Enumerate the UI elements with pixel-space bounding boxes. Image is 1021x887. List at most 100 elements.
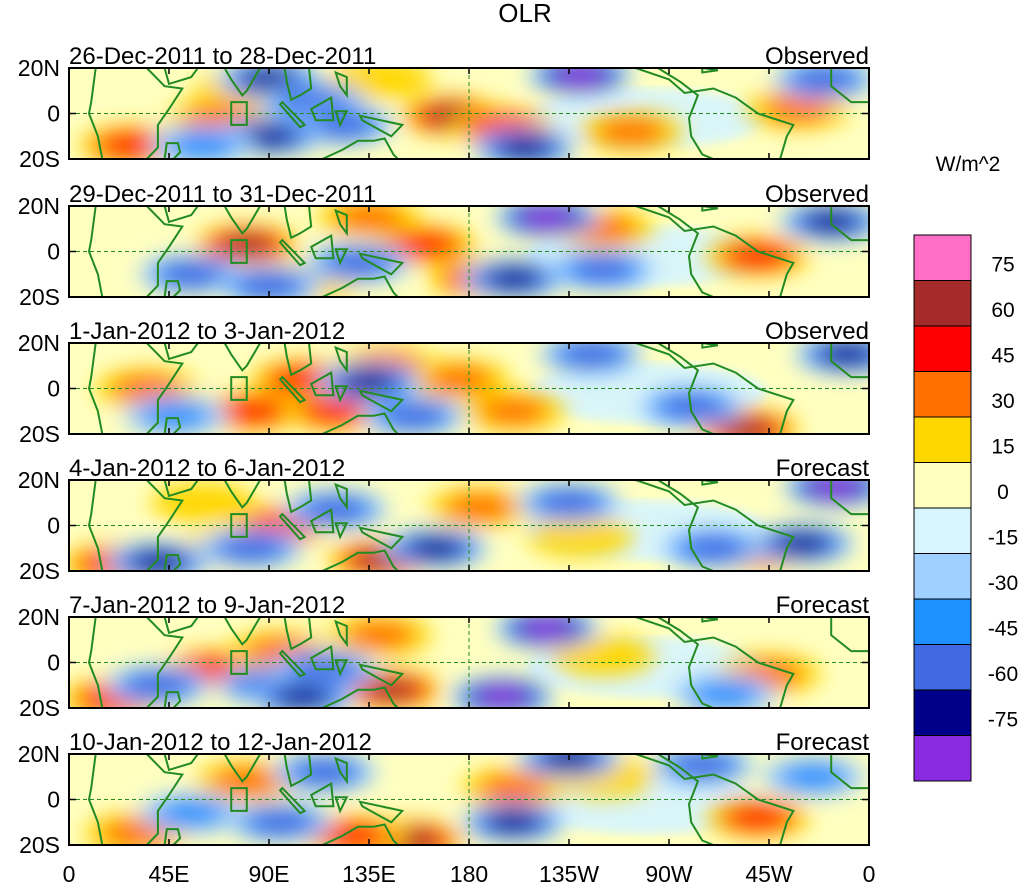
- anomaly-blob-13-level-3: [673, 754, 732, 778]
- coastline-14: [830, 68, 869, 104]
- coastline-7: [309, 370, 335, 397]
- region-box: [230, 513, 248, 538]
- anomaly-blob-15-level-3: [795, 68, 854, 92]
- anomaly-blob-9-level-4: [486, 811, 540, 834]
- anomaly-blob-1-level-3: [273, 367, 332, 392]
- x-tick-label: 0: [863, 861, 876, 887]
- x-tick-label: 0: [63, 861, 76, 887]
- region-box: [230, 650, 248, 675]
- coastline-1: [87, 206, 185, 297]
- coastline-1: [87, 617, 185, 708]
- y-tick-label: 0: [47, 101, 60, 127]
- y-tick-label: 20N: [18, 330, 60, 356]
- chart-title: OLR: [498, 0, 551, 28]
- coastline-1: [87, 343, 185, 434]
- colorbar-level-label: 75: [991, 254, 1014, 277]
- anomaly-blob-10-level-5: [521, 206, 572, 228]
- colorbar-swatch-6: [913, 462, 972, 509]
- y-tick-label: 0: [47, 650, 60, 676]
- coastline-14: [830, 754, 869, 790]
- coastline-8: [334, 659, 349, 677]
- coastline-7: [309, 781, 335, 808]
- coastline-1: [87, 68, 185, 159]
- coastline-5: [283, 206, 313, 240]
- coastline-2: [163, 554, 182, 571]
- anomaly-blob-14-level-3: [239, 273, 299, 297]
- coastline-12: [635, 68, 795, 159]
- anomaly-blob-6-level-1: [528, 516, 633, 557]
- anomaly-blob-14-level-2: [140, 401, 211, 430]
- panel-period-label: 1-Jan-2012 to 3-Jan-2012: [69, 318, 345, 345]
- coastline-8: [334, 796, 349, 814]
- colorbar-swatch-1: [913, 234, 972, 281]
- colorbar-level-label: -60: [988, 663, 1018, 686]
- colorbar-swatch-3: [913, 325, 972, 372]
- coastline-13: [701, 68, 719, 74]
- colorbar-swatch-12: [913, 735, 972, 782]
- anomaly-blob-3-level-4: [364, 678, 418, 701]
- coastline-3: [163, 68, 200, 86]
- coastline-7: [309, 644, 335, 671]
- x-tick-label: 45W: [745, 861, 793, 887]
- y-tick-label: 20S: [19, 421, 60, 447]
- anomaly-blob-8-level-3: [161, 262, 221, 287]
- panel-5: 20N 0 20S 7-Jan-2012 to 9-Jan-2012 Forecast: [18, 592, 870, 721]
- colorbar-swatch-9: [913, 598, 972, 645]
- anomaly-blob-15-level-4: [775, 532, 829, 555]
- coastlines: [87, 343, 869, 434]
- coastline-3: [163, 617, 200, 635]
- coastline-8: [334, 110, 349, 128]
- coastline-6: [278, 512, 307, 541]
- x-tick-label: 135E: [342, 861, 396, 887]
- coastline-2: [163, 691, 182, 708]
- anomaly-blob-14-level-4: [275, 685, 329, 708]
- colorbar-level-label: 45: [991, 345, 1014, 368]
- colorbar-swatch-11: [913, 689, 972, 736]
- anomaly-blob-8-level-4: [720, 418, 774, 434]
- coastline-8: [334, 522, 349, 540]
- anomaly-blob-12-level-4: [542, 754, 596, 770]
- y-tick-label: 20S: [19, 284, 60, 310]
- anomaly-blob-7-level-3: [324, 823, 383, 845]
- coastline-10: [334, 208, 348, 237]
- anomaly-blob-4-level-3: [728, 805, 788, 830]
- coastline-9: [358, 114, 405, 138]
- coastline-5: [283, 343, 313, 377]
- panel-kind-label: Observed: [765, 181, 869, 208]
- anomaly-blob-5-level-3: [728, 244, 788, 269]
- anomaly-blob-10-level-3: [250, 810, 310, 835]
- coastline-9: [358, 252, 405, 276]
- coastline-9: [358, 663, 405, 687]
- coastline-13: [701, 343, 719, 349]
- colorbar-level-label: 60: [991, 299, 1014, 322]
- coastline-4: [223, 617, 262, 646]
- y-tick-label: 20S: [19, 832, 60, 858]
- region-box: [230, 239, 248, 264]
- panel-6: 20N 0 20S 10-Jan-2012 to 12-Jan-2012 Forecas…: [18, 729, 870, 858]
- coastline-13: [701, 617, 719, 623]
- coastline-14: [830, 206, 869, 242]
- coastline-9: [358, 526, 405, 550]
- anomaly-field: [94, 343, 869, 434]
- panel-period-label: 10-Jan-2012 to 12-Jan-2012: [69, 729, 372, 756]
- panel-3: 20N 0 20S 1-Jan-2012 to 3-Jan-2012 Observed: [18, 318, 870, 447]
- coastline-6: [278, 375, 307, 404]
- panel-kind-label: Forecast: [776, 455, 870, 482]
- coastlines: [87, 480, 869, 571]
- anomaly-blob-11-level-4: [486, 267, 540, 290]
- colorbar-level-label: 15: [991, 436, 1014, 459]
- coastline-3: [163, 343, 200, 361]
- coastline-13: [701, 754, 719, 760]
- coastlines: [87, 206, 869, 297]
- coastline-4: [223, 343, 262, 372]
- x-tick-label: 135W: [539, 861, 599, 887]
- anomaly-blob-6-level-2: [478, 397, 549, 426]
- colorbar-level-label: -75: [988, 709, 1018, 732]
- y-tick-label: 20N: [18, 55, 60, 81]
- anomaly-blob-1-level-2: [211, 767, 282, 796]
- anomaly-blob-11-level-3: [561, 343, 621, 367]
- coastline-2: [163, 417, 182, 434]
- anomaly-blob-16-level-3: [221, 536, 281, 561]
- x-tick-label: 180: [450, 861, 488, 887]
